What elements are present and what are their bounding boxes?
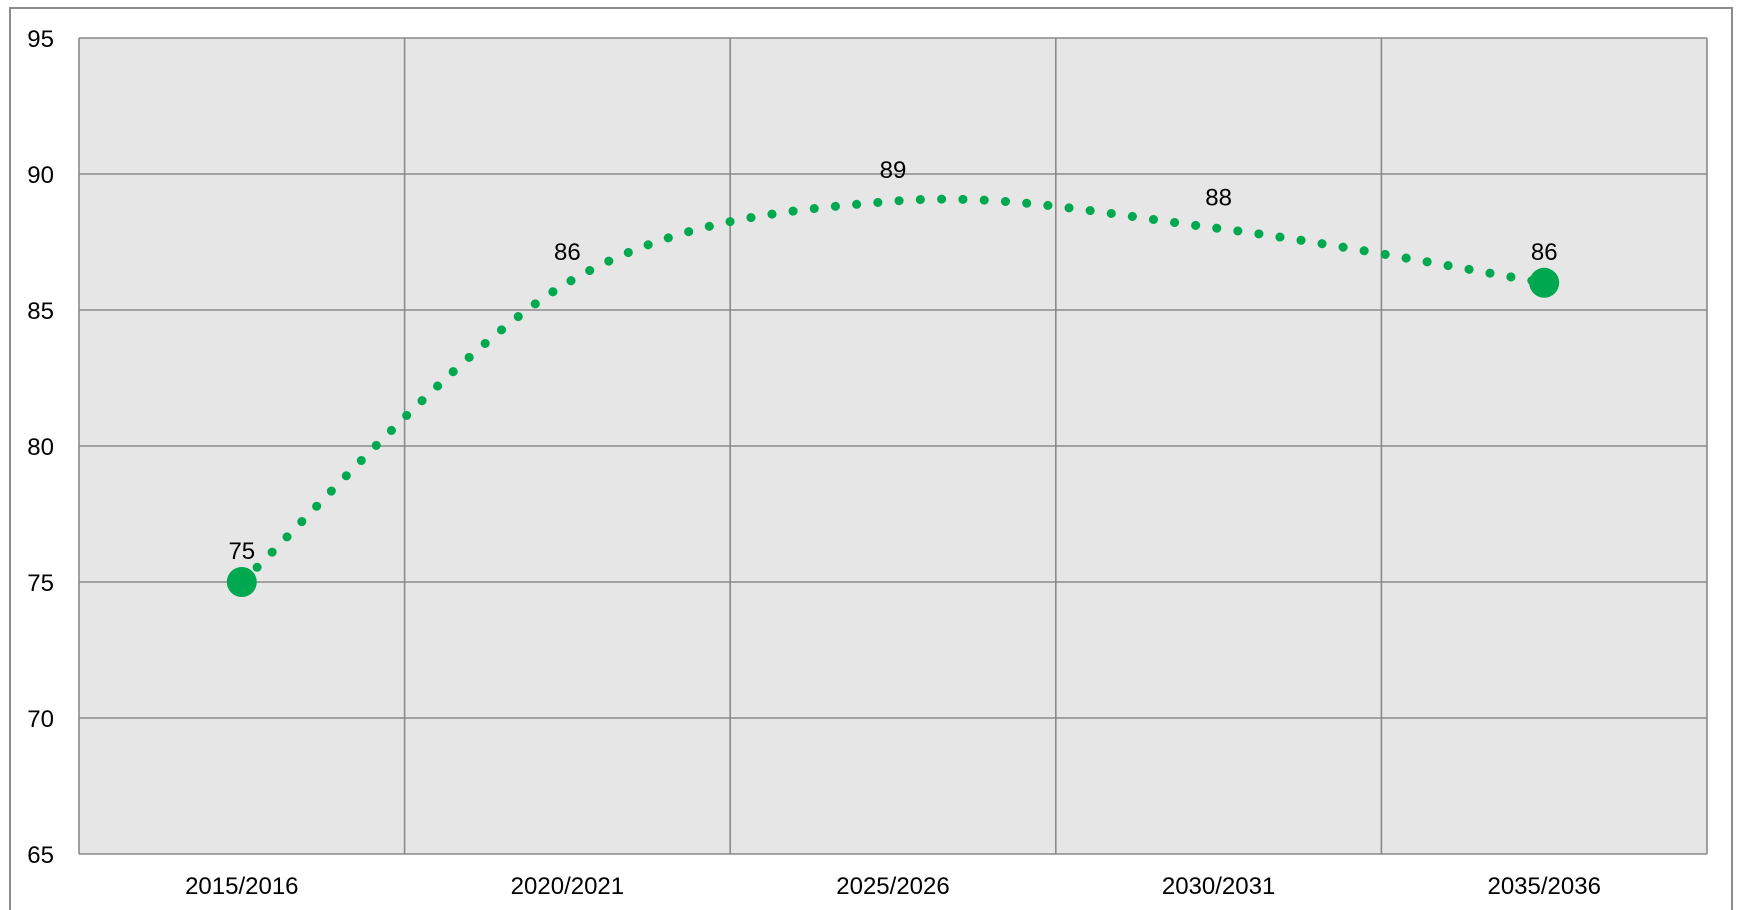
data-label: 75 [228, 538, 255, 565]
y-tick-label: 90 [27, 162, 54, 189]
series-path [237, 194, 1549, 587]
x-tick-label: 2025/2026 [836, 873, 949, 900]
x-tick-label: 2015/2016 [185, 873, 298, 900]
y-tick-label: 65 [27, 842, 54, 869]
y-tick-label: 75 [27, 570, 54, 597]
y-axis-ticks: 65 70 75 80 85 90 95 [27, 26, 54, 869]
x-tick-label: 2035/2036 [1487, 873, 1600, 900]
y-tick-label: 85 [27, 298, 54, 325]
data-label: 86 [554, 239, 581, 266]
x-tick-label: 2020/2021 [511, 873, 624, 900]
data-labels: 75 86 89 88 86 [228, 157, 1557, 565]
x-tick-label: 2030/2031 [1162, 873, 1275, 900]
data-point-marker [1529, 267, 1560, 298]
data-label: 86 [1531, 239, 1558, 266]
y-tick-label: 80 [27, 434, 54, 461]
x-axis-ticks: 2015/2016 2020/2021 2025/2026 2030/2031 2035… [185, 873, 1601, 900]
y-tick-label: 70 [27, 706, 54, 733]
data-label: 89 [880, 157, 907, 184]
gridlines [78, 37, 1708, 855]
data-label: 88 [1205, 184, 1232, 211]
y-tick-label: 95 [27, 26, 54, 53]
series-markers [226, 267, 1560, 597]
series-line [237, 194, 1549, 587]
data-point-marker [226, 567, 257, 597]
